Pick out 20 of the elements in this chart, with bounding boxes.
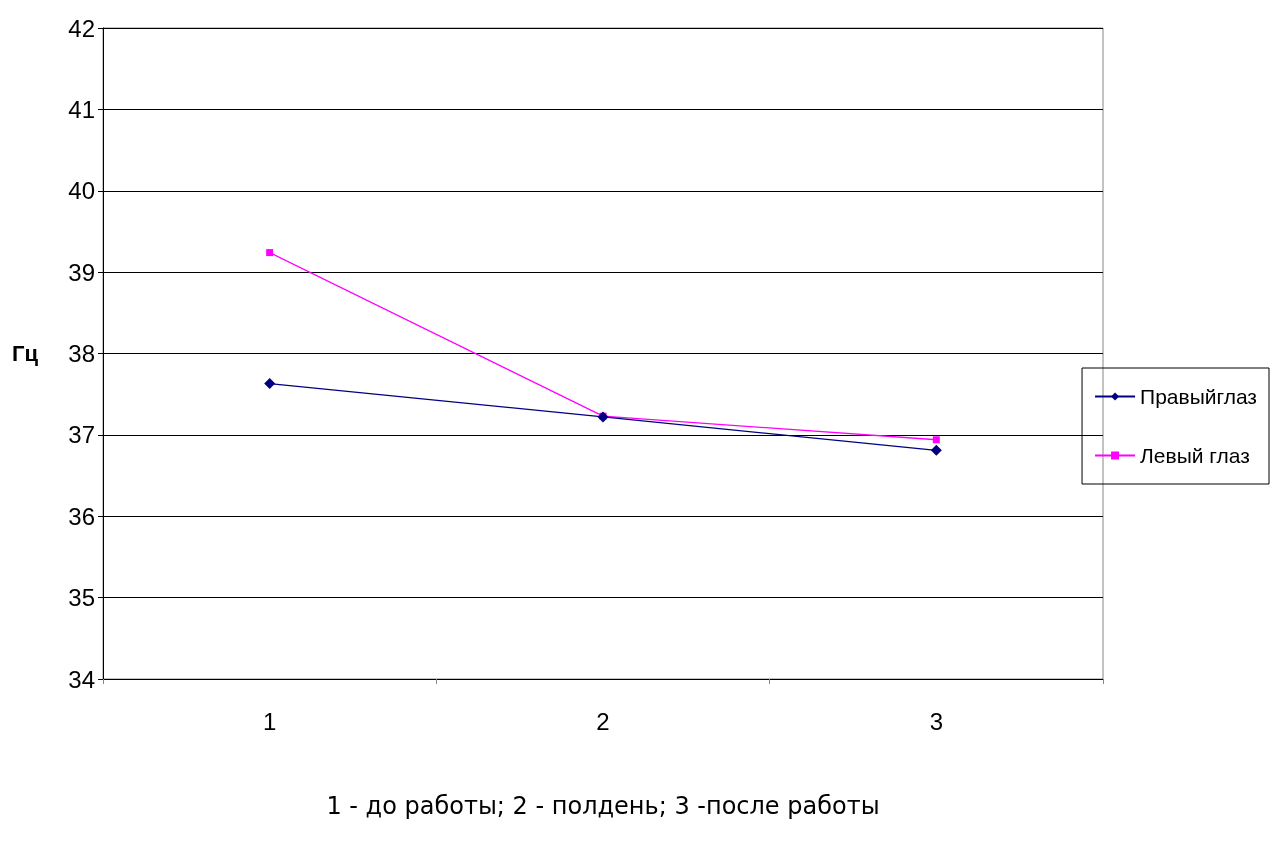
- point: [264, 378, 276, 390]
- y-tick-label: 35: [68, 584, 95, 612]
- point: [932, 436, 940, 444]
- x-tick-label: 3: [929, 707, 944, 735]
- y-tick-label: 40: [68, 177, 95, 205]
- y-axis-title: Гц: [12, 341, 39, 366]
- point: [266, 249, 274, 257]
- y-tick-label: 34: [68, 665, 95, 693]
- legend-label: Правыйглаз: [1140, 385, 1258, 408]
- y-tick-label: 41: [68, 95, 95, 123]
- x-axis-title: 1 - до работы; 2 - полдень; 3 -после работы: [326, 792, 880, 820]
- y-tick-label: 37: [68, 421, 95, 449]
- point: [930, 444, 942, 456]
- y-tick-label: 39: [68, 258, 95, 286]
- legend-label: Левый глаз: [1140, 444, 1250, 467]
- x-tick-label: 1: [262, 707, 277, 735]
- y-tick-label: 36: [68, 502, 95, 530]
- x-tick-label: 2: [596, 707, 610, 735]
- y-tick-label: 38: [68, 340, 95, 367]
- y-tick-label: 42: [68, 14, 95, 42]
